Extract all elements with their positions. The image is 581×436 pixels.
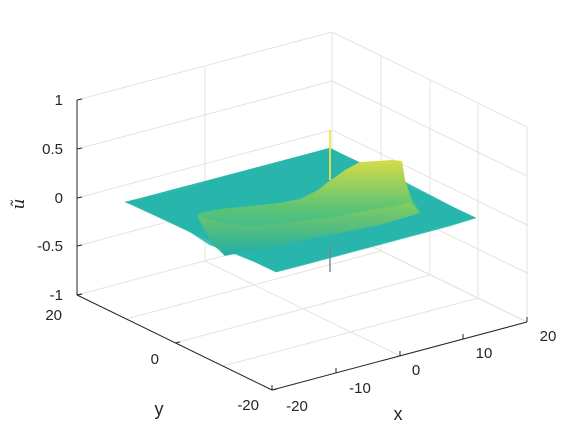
- x-tick-label: -20: [286, 398, 308, 415]
- z-tick-label: 0.5: [42, 141, 63, 158]
- z-axis-label: ũ: [9, 199, 29, 210]
- axes-lines: [76, 98, 528, 391]
- x-tick-label: -10: [349, 380, 371, 397]
- y-tick-label: -20: [237, 397, 259, 414]
- y-tick-labels: 20 0 -20: [45, 307, 259, 414]
- surface-ridge-front: [197, 202, 420, 256]
- x-tick-label: 10: [476, 345, 493, 362]
- surface: [124, 130, 477, 273]
- x-axis-label: x: [394, 404, 403, 424]
- y-tick-label: 0: [151, 351, 159, 368]
- z-tick-label: -1: [50, 287, 63, 304]
- x-tick-labels: -20 -10 0 10 20: [286, 328, 556, 415]
- x-tick-label: 0: [412, 362, 420, 379]
- y-axis-line: [76, 294, 273, 391]
- z-tick-label: -0.5: [37, 238, 63, 255]
- z-tick-label: 1: [55, 92, 63, 109]
- z-tick-labels: 1 0.5 0 -0.5 -1: [37, 92, 63, 304]
- y-axis-label: y: [155, 399, 164, 419]
- x-tick-label: 20: [540, 328, 557, 345]
- z-tick-label: 0: [55, 190, 63, 207]
- y-tick-label: 20: [45, 307, 62, 324]
